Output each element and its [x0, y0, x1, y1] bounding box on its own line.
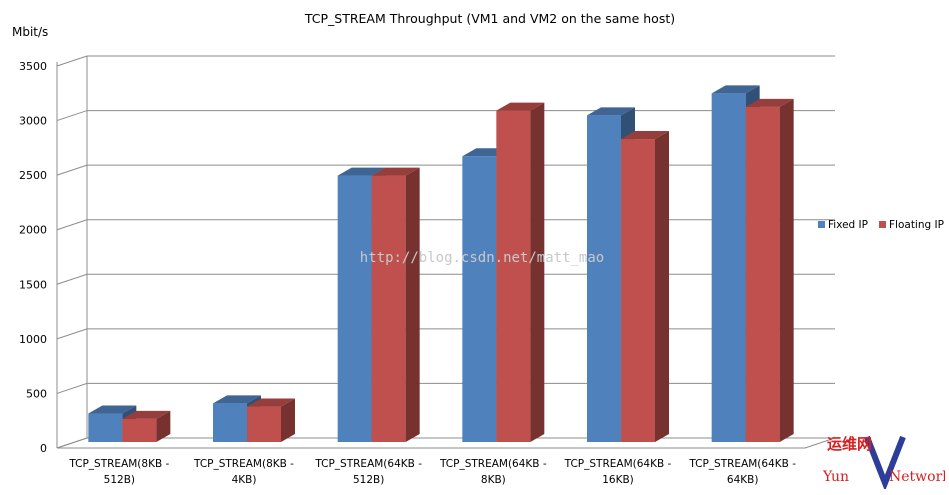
y-tick-labels: 0 500 1000 1500 2000 2500 3000 3500 — [19, 60, 47, 455]
y-tick-label: 3500 — [19, 60, 47, 73]
x-tick-label: TCP_STREAM(64KB -16KB) — [564, 458, 672, 486]
legend-swatch-fixed-ip — [818, 221, 825, 228]
y-tick-label: 500 — [26, 387, 47, 400]
logo-v-icon — [864, 435, 906, 489]
x-tick-label: TCP_STREAM(64KB -64KB) — [688, 458, 796, 486]
y-tick-label: 1500 — [19, 278, 47, 291]
x-tick-label: TCP_STREAM(64KB -512B) — [314, 458, 422, 486]
y-tick-label: 0 — [40, 442, 47, 455]
bar-floating-ip — [745, 98, 794, 442]
y-tick-label: 3000 — [19, 115, 47, 128]
watermark-url: http://blog.csdn.net/matt_mao — [360, 250, 604, 266]
x-tick-label: TCP_STREAM(8KB -512B) — [68, 458, 169, 486]
y-axis-label: Mbit/s — [12, 25, 48, 39]
bar-floating-ip — [247, 398, 295, 442]
logo-text-left: Yun — [823, 469, 849, 485]
yunv-network-logo: 运维网 Yun Network — [823, 435, 945, 489]
y-tick-label: 2000 — [19, 224, 47, 237]
x-tick-labels: TCP_STREAM(8KB -512B) TCP_STREAM(8KB -4KB… — [68, 458, 796, 486]
bar-floating-ip — [621, 131, 669, 442]
bar-floating-ip — [122, 410, 171, 442]
gridline — [56, 55, 835, 67]
bar-floating-ip — [371, 167, 420, 442]
legend-label-fixed-ip: Fixed IP — [828, 219, 868, 231]
logo-cjk-text: 运维网 — [827, 435, 872, 453]
bars — [88, 85, 794, 443]
legend-label-floating-ip: Floating IP — [889, 219, 944, 231]
legend-swatch-floating-ip — [879, 221, 886, 228]
y-tick-label: 1000 — [19, 333, 47, 346]
legend: Fixed IP Floating IP — [818, 219, 944, 231]
y-tick-label: 2500 — [19, 169, 47, 182]
bar-floating-ip — [496, 102, 545, 442]
chart-title: TCP_STREAM Throughput (VM1 and VM2 on th… — [304, 11, 675, 26]
x-tick-label: TCP_STREAM(64KB -8KB) — [439, 458, 547, 486]
logo-text-right: Network — [889, 469, 945, 485]
x-tick-label: TCP_STREAM(8KB -4KB) — [193, 458, 294, 486]
axes — [56, 56, 836, 449]
